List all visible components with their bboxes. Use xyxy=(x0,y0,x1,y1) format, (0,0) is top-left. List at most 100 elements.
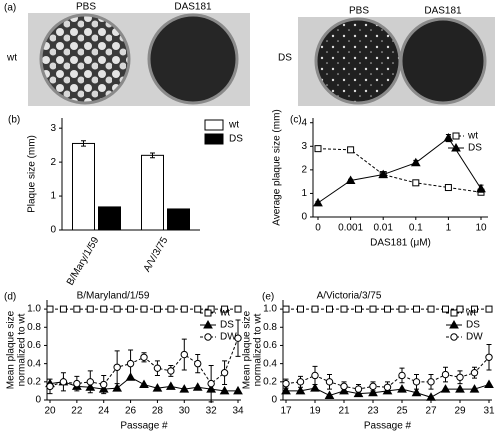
marker xyxy=(310,383,320,392)
legend-marker xyxy=(450,309,458,317)
legend-label: DW xyxy=(220,332,237,343)
x-tick-label: 0.1 xyxy=(409,223,423,234)
y-tick-label: 0 xyxy=(35,395,41,406)
plate-das181-ds xyxy=(399,17,487,105)
row-label: DS xyxy=(278,53,292,64)
y-tick-label: 0 xyxy=(301,212,307,223)
marker xyxy=(455,384,465,393)
marker xyxy=(485,353,493,361)
marker xyxy=(234,334,242,342)
marker xyxy=(140,305,148,313)
marker xyxy=(441,370,450,379)
marker xyxy=(295,385,306,395)
y-tick-label: 0.2 xyxy=(263,376,277,387)
x-tick-label: 23 xyxy=(367,406,379,417)
panel-label: (e) xyxy=(262,292,274,303)
marker xyxy=(471,305,478,313)
marker xyxy=(220,369,229,377)
y-tick-label: 1 xyxy=(301,188,307,199)
row-label: wt xyxy=(6,53,17,64)
marker xyxy=(100,380,108,389)
marker xyxy=(296,378,305,386)
marker xyxy=(444,184,452,192)
legend-marker xyxy=(450,333,458,341)
x-tick-label: 17 xyxy=(280,406,292,417)
error-bar xyxy=(150,152,155,159)
marker xyxy=(313,197,323,207)
x-tick-label: 25 xyxy=(396,406,408,417)
marker xyxy=(100,305,108,313)
marker xyxy=(167,305,175,313)
marker xyxy=(311,305,319,313)
marker xyxy=(152,383,163,392)
legend-label: DS xyxy=(229,134,243,145)
marker xyxy=(59,305,67,313)
y-tick-label: 0.2 xyxy=(27,376,41,387)
panel-label: (a) xyxy=(4,3,16,14)
marker xyxy=(326,305,333,313)
legend-label: wt xyxy=(467,131,478,142)
y-tick-label: 1.0 xyxy=(27,304,41,315)
y-tick-label: 3 xyxy=(301,141,307,152)
marker xyxy=(153,364,162,372)
marker xyxy=(355,305,362,313)
y-axis-label: Mean plaque size xyxy=(6,310,17,389)
y-tick-label: 2 xyxy=(301,164,307,175)
legend-marker xyxy=(451,142,461,152)
plate-das181-wt xyxy=(147,13,239,105)
marker xyxy=(426,392,436,401)
marker xyxy=(221,305,229,313)
marker xyxy=(153,305,161,313)
marker xyxy=(167,367,175,375)
marker xyxy=(281,385,291,395)
bar xyxy=(167,208,190,231)
bar xyxy=(72,142,95,231)
marker xyxy=(383,383,392,391)
error-bar xyxy=(81,140,86,147)
column-label: PBS xyxy=(76,2,96,13)
marker xyxy=(369,382,377,391)
marker xyxy=(233,385,243,395)
marker xyxy=(410,157,421,167)
x-tick-label: 29 xyxy=(454,406,466,417)
marker xyxy=(413,305,420,313)
y-tick-label: 0.4 xyxy=(27,358,41,369)
y-tick-label: 3 xyxy=(50,123,56,134)
y-tick-label: 0.8 xyxy=(27,322,41,333)
y-axis-label: Mean plaque size xyxy=(242,310,253,389)
x-tick-label: 30 xyxy=(179,406,191,417)
legend-label: wt xyxy=(228,120,239,131)
marker xyxy=(73,305,81,313)
marker xyxy=(73,379,81,388)
series-line xyxy=(317,148,482,193)
marker xyxy=(140,353,148,361)
marker xyxy=(59,378,68,386)
marker xyxy=(126,359,135,368)
marker xyxy=(427,305,435,313)
marker xyxy=(219,385,230,395)
y-axis-label: Average plaque size (mm) xyxy=(272,109,283,226)
x-axis-label: Passage # xyxy=(364,421,412,432)
marker xyxy=(113,305,121,313)
marker xyxy=(324,390,335,399)
x-axis-label: DAS181 (μM) xyxy=(370,238,431,249)
marker xyxy=(456,373,464,381)
legend-label: DW xyxy=(466,332,483,343)
x-tick-label: 24 xyxy=(98,406,110,417)
legend-swatch xyxy=(204,119,224,131)
y-tick-label: 2 xyxy=(50,157,56,168)
legend-label: wt xyxy=(219,308,230,319)
marker xyxy=(325,378,334,386)
legend-marker xyxy=(203,319,213,329)
y-axis-label: normalized to wt xyxy=(253,313,264,386)
legend-marker xyxy=(204,333,212,341)
marker xyxy=(282,305,290,313)
x-tick-label: 21 xyxy=(338,406,350,417)
chart-title: B/Maryland/1/59 xyxy=(77,291,150,302)
panel-label: (d) xyxy=(4,292,16,303)
x-tick-label: 0.001 xyxy=(338,223,363,234)
marker xyxy=(470,369,479,377)
x-tick-label: 10 xyxy=(475,223,487,234)
y-tick-label: 1 xyxy=(50,191,56,202)
